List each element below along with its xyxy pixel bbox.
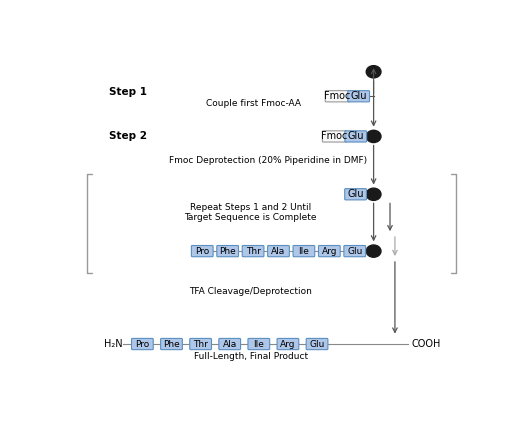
FancyBboxPatch shape	[293, 245, 315, 257]
Text: COOH: COOH	[412, 339, 441, 349]
Text: Glu: Glu	[348, 131, 364, 141]
Text: Thr: Thr	[193, 339, 208, 349]
Text: Thr: Thr	[245, 247, 260, 255]
Text: Ala: Ala	[271, 247, 286, 255]
FancyBboxPatch shape	[345, 189, 367, 200]
FancyBboxPatch shape	[132, 339, 153, 350]
Text: Target Sequence is Complete: Target Sequence is Complete	[185, 213, 317, 221]
Text: Full-Length, Final Product: Full-Length, Final Product	[194, 352, 308, 361]
FancyBboxPatch shape	[161, 339, 183, 350]
Text: Pro: Pro	[195, 247, 209, 255]
Text: Couple first Fmoc-AA: Couple first Fmoc-AA	[205, 99, 300, 108]
Circle shape	[366, 130, 381, 143]
FancyBboxPatch shape	[306, 339, 328, 350]
Circle shape	[366, 245, 381, 257]
Text: Fmoc: Fmoc	[322, 131, 348, 141]
Text: Glu: Glu	[309, 339, 325, 349]
FancyBboxPatch shape	[345, 131, 367, 142]
Text: Glu: Glu	[350, 91, 367, 101]
Text: TFA Cleavage/Deprotection: TFA Cleavage/Deprotection	[189, 287, 312, 296]
Text: Arg: Arg	[322, 247, 337, 255]
Text: Repeat Steps 1 and 2 Until: Repeat Steps 1 and 2 Until	[190, 203, 311, 213]
FancyBboxPatch shape	[191, 245, 213, 257]
Text: Ile: Ile	[298, 247, 309, 255]
Text: Ala: Ala	[223, 339, 237, 349]
Text: Phe: Phe	[220, 247, 236, 255]
FancyBboxPatch shape	[322, 131, 347, 142]
Text: Fmoc Deprotection (20% Piperidine in DMF): Fmoc Deprotection (20% Piperidine in DMF…	[169, 156, 367, 165]
FancyBboxPatch shape	[325, 91, 350, 102]
FancyBboxPatch shape	[318, 245, 340, 257]
FancyBboxPatch shape	[219, 339, 241, 350]
Text: H₂N: H₂N	[104, 339, 122, 349]
Text: Glu: Glu	[348, 189, 364, 199]
FancyBboxPatch shape	[242, 245, 264, 257]
Text: Glu: Glu	[347, 247, 362, 255]
Circle shape	[366, 188, 381, 200]
Circle shape	[366, 65, 381, 78]
FancyBboxPatch shape	[277, 339, 299, 350]
FancyBboxPatch shape	[217, 245, 239, 257]
FancyBboxPatch shape	[248, 339, 270, 350]
Text: Phe: Phe	[163, 339, 180, 349]
Text: Arg: Arg	[280, 339, 296, 349]
FancyBboxPatch shape	[348, 91, 369, 102]
FancyBboxPatch shape	[190, 339, 212, 350]
Text: Step 1: Step 1	[109, 87, 147, 97]
FancyBboxPatch shape	[268, 245, 289, 257]
Text: Fmoc: Fmoc	[324, 91, 351, 101]
Text: Ile: Ile	[253, 339, 264, 349]
FancyBboxPatch shape	[344, 245, 366, 257]
Text: Pro: Pro	[135, 339, 150, 349]
Text: Step 2: Step 2	[109, 131, 147, 141]
